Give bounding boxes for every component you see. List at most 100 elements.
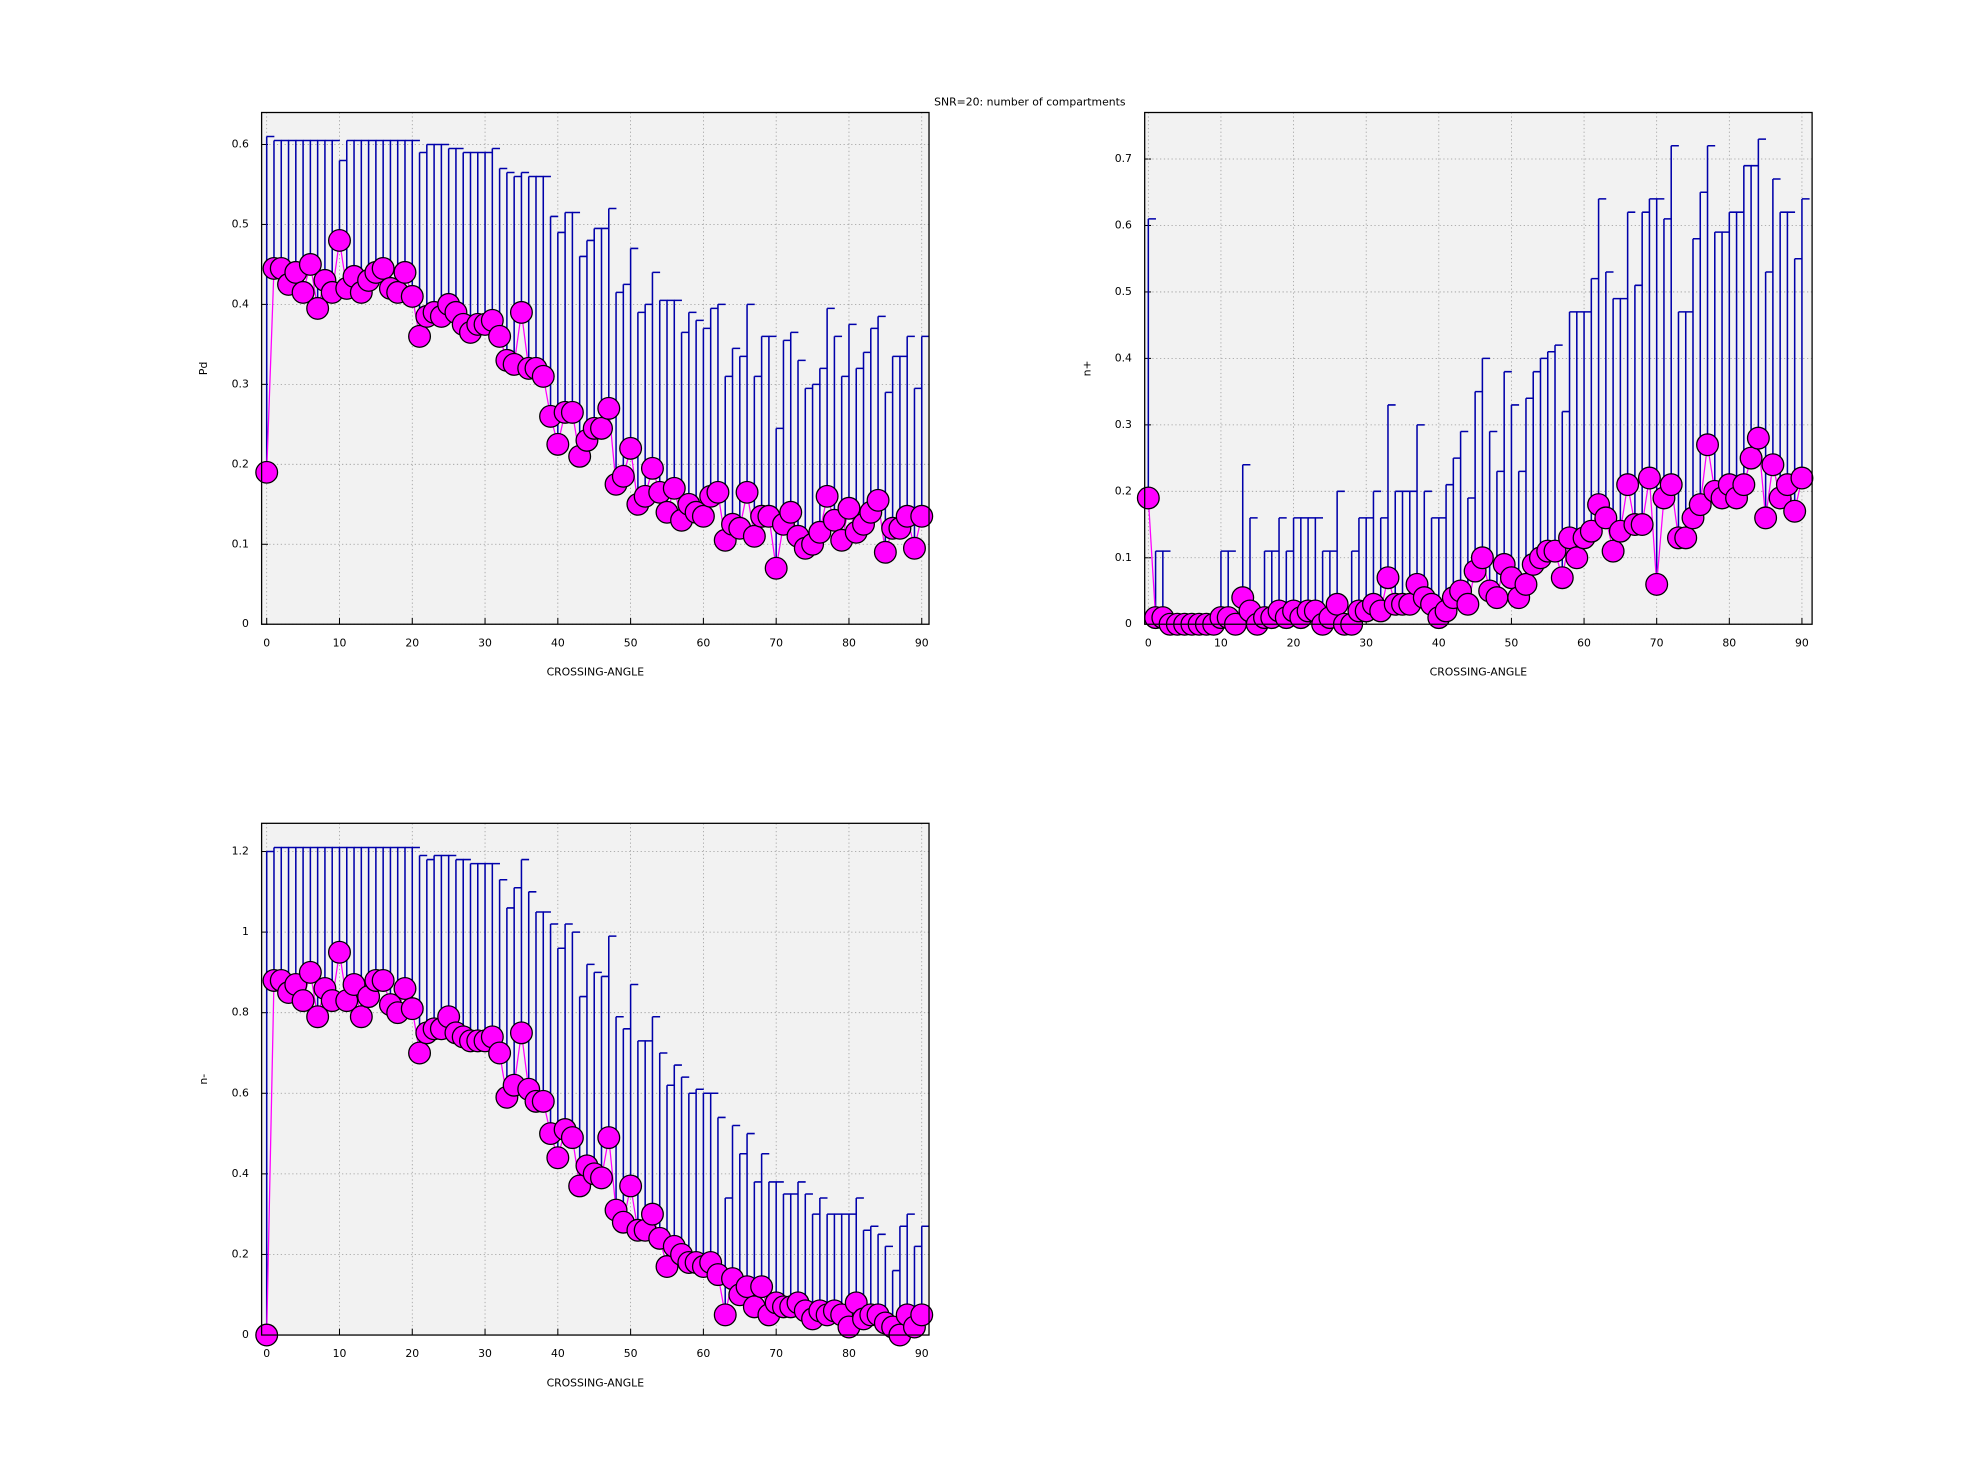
error-bar: [1663, 218, 1672, 498]
error-bar: [1401, 490, 1411, 605]
data-point: [298, 252, 322, 276]
error-bar: [768, 335, 777, 517]
error-bar: [1684, 311, 1694, 538]
data-point: [1754, 506, 1778, 530]
x-tick-label: 90: [915, 1347, 929, 1360]
x-axis-label: CROSSING-ANGLE: [547, 666, 645, 679]
error-bar: [1510, 404, 1520, 578]
error-bar: [527, 891, 537, 1090]
error-bar: [586, 239, 595, 441]
error-bar: [906, 335, 915, 517]
error-bar: [265, 135, 275, 473]
data-point: [713, 1303, 737, 1327]
error-bar: [1706, 144, 1716, 445]
data-point: [910, 504, 934, 528]
data-point: [1790, 466, 1814, 490]
data-point: [742, 524, 766, 548]
error-bar: [455, 858, 464, 1033]
data-point: [400, 997, 424, 1021]
x-tick-label: 40: [1432, 636, 1446, 649]
error-bar: [353, 846, 362, 985]
data-point: [298, 960, 322, 984]
error-bar: [804, 1193, 813, 1311]
error-bar: [1779, 211, 1788, 498]
data-point: [1616, 473, 1640, 497]
data-point: [1630, 513, 1654, 537]
data-point: [509, 1021, 533, 1045]
error-bar: [382, 139, 391, 269]
figure-title: SNR=20: number of compartments: [934, 95, 1126, 108]
data-point: [560, 1126, 584, 1150]
error-bar: [353, 139, 362, 277]
error-bar: [920, 1225, 930, 1315]
error-bar: [564, 211, 573, 413]
error-bar: [469, 862, 479, 1041]
y-tick-label: 0: [242, 1328, 249, 1341]
error-bar: [644, 1040, 653, 1231]
data-point: [910, 1303, 934, 1327]
plot: 0 0.2 0.4 0.6 0.8 1 1.2 0 10 20 30 40 50 60 70 80 90 CROS…: [197, 822, 934, 1390]
data-point: [764, 556, 788, 580]
error-bar: [615, 291, 624, 485]
error-bar: [375, 139, 384, 273]
error-bar: [295, 139, 304, 273]
error-bar: [1481, 357, 1491, 558]
data-point: [1696, 433, 1720, 457]
error-bar: [382, 846, 391, 981]
y-tick-label: 0.6: [1115, 218, 1132, 231]
error-bar: [782, 1193, 792, 1307]
error-bar: [1278, 517, 1287, 611]
data-point: [408, 324, 432, 348]
data-point: [1594, 506, 1618, 530]
error-bar: [688, 1092, 697, 1263]
error-bar: [906, 1213, 915, 1315]
error-bar: [542, 175, 551, 377]
error-bar: [491, 862, 500, 1037]
error-bar: [826, 307, 835, 497]
error-bar: [666, 299, 675, 513]
error-bar: [637, 1040, 646, 1231]
x-tick-label: 10: [333, 636, 347, 649]
error-bar: [702, 1092, 712, 1267]
error-bar: [673, 299, 682, 489]
error-bar: [608, 935, 617, 1138]
error-bar: [433, 854, 442, 1029]
error-bar: [426, 858, 435, 1033]
error-bar: [695, 319, 704, 513]
error-bar: [1655, 198, 1665, 585]
y-axis-label: n+: [1080, 360, 1093, 376]
error-bar: [1590, 277, 1599, 532]
error-bar: [324, 139, 333, 281]
error-bar: [535, 175, 544, 369]
data-point: [393, 977, 417, 1000]
error-bar: [1764, 271, 1774, 518]
y-tick-label: 0.7: [1115, 152, 1132, 165]
error-bar: [615, 1015, 624, 1211]
error-bar: [1750, 164, 1759, 459]
error-bar: [506, 907, 515, 1098]
error-bar: [870, 1225, 879, 1315]
error-bar: [673, 1064, 682, 1247]
data-point: [1579, 519, 1603, 543]
data-point: [1637, 466, 1661, 490]
error-bar: [280, 139, 289, 269]
error-bar: [731, 1124, 741, 1279]
x-tick-label: 10: [333, 1347, 347, 1360]
x-tick-label: 20: [1287, 636, 1301, 649]
error-bar: [498, 167, 508, 337]
error-bar: [709, 307, 719, 497]
error-bar: [484, 862, 493, 1041]
error-bar: [360, 139, 369, 293]
error-bar: [826, 1213, 835, 1315]
plot-area: [261, 823, 930, 1336]
y-tick-label: 0.2: [1115, 484, 1132, 497]
error-bar: [455, 147, 464, 313]
error-bar: [877, 315, 886, 501]
data-point: [400, 284, 424, 308]
x-tick-label: 0: [263, 1347, 270, 1360]
y-tick-label: 0.6: [232, 1086, 249, 1099]
plot: 0 0.1 0.2 0.3 0.4 0.5 0.6 0.7 0 10 20 30 40 50 60 70 80 9…: [1080, 111, 1814, 679]
error-bar: [491, 147, 500, 321]
data-point: [488, 324, 512, 348]
